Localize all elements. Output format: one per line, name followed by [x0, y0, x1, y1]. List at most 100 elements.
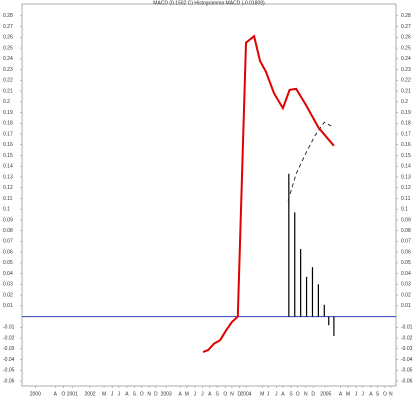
x-tick-label: J	[275, 391, 278, 397]
y-tick-label: 0.07	[3, 239, 13, 245]
x-tick-label: 2004	[240, 391, 251, 397]
y-tick-label: -0.06	[3, 378, 15, 384]
x-tick-label: A	[208, 391, 212, 397]
y-tick-label: 0.03	[401, 282, 411, 288]
y-tick-label: 0.04	[401, 271, 411, 277]
y-tick-label: 0.17	[3, 131, 13, 137]
y-tick-label: 0.26	[401, 35, 411, 41]
y-tick-label: 0.23	[401, 67, 411, 73]
y-tick-label: 0.1	[3, 207, 10, 213]
macd-line	[202, 34, 335, 354]
x-tick-label: J	[355, 391, 358, 397]
x-tick-label: D	[311, 391, 315, 397]
x-tick-label: N	[389, 391, 393, 397]
y-tick-label: 0.21	[3, 88, 13, 94]
x-tick-label: M	[346, 391, 350, 397]
x-tick-label: A	[369, 391, 373, 397]
y-tick-label: 0.15	[401, 153, 411, 159]
y-tick-label: 0.14	[401, 164, 411, 170]
x-tick-label: M	[102, 391, 106, 397]
x-tick-label: A	[125, 391, 129, 397]
y-tick-label: 0.07	[401, 239, 411, 245]
x-tick-label: S	[376, 391, 380, 397]
x-tick-label: A	[54, 391, 58, 397]
x-tick-label: A	[339, 391, 343, 397]
x-tick-label: J	[111, 391, 114, 397]
x-tick-label: 2000	[30, 391, 41, 397]
y-tick-label: 0.11	[401, 196, 411, 202]
chart-title: MACD (0.1502 C) Histogramma MACD (-0.018…	[153, 0, 265, 6]
y-tick-label: 0.16	[3, 142, 13, 148]
y-tick-label: 0.06	[401, 249, 411, 255]
y-tick-label: 0.16	[401, 142, 411, 148]
x-tick-label: J	[361, 391, 364, 397]
y-tick-label: 0.01	[401, 303, 411, 309]
y-tick-label: 0.03	[3, 282, 13, 288]
y-tick-label: 0.13	[3, 174, 13, 180]
y-tick-label: -0.06	[401, 378, 413, 384]
x-tick-label: M	[185, 391, 189, 397]
y-tick-label: 0.02	[3, 292, 13, 298]
y-tick-label: 0.23	[3, 67, 13, 73]
x-tick-label: O	[383, 391, 387, 397]
y-tick-label: 0.13	[401, 174, 411, 180]
x-tick-label: O	[140, 391, 144, 397]
y-tick-label: 0.05	[401, 260, 411, 266]
x-tick-label: A	[179, 391, 183, 397]
y-tick-label: 0.04	[3, 271, 13, 277]
x-tick-label: O	[223, 391, 227, 397]
y-tick-label: 0.24	[401, 56, 411, 62]
y-tick-label: -0.04	[401, 357, 413, 363]
y-tick-label: 0.08	[3, 228, 13, 234]
y-tick-label: 0.19	[401, 110, 411, 116]
y-tick-label: 0.19	[3, 110, 13, 116]
y-tick-label: -0.03	[401, 346, 413, 352]
y-tick-label: 0.28	[3, 13, 13, 19]
x-tick-label: D	[237, 391, 241, 397]
y-tick-label: 0.27	[3, 24, 13, 30]
y-tick-label: 0.22	[3, 78, 13, 84]
y-tick-label: 0.09	[401, 217, 411, 223]
x-tick-label: M	[260, 391, 264, 397]
y-tick-label: 0.2	[401, 99, 408, 105]
x-tick-label: S	[133, 391, 137, 397]
y-tick-label: 0.09	[3, 217, 13, 223]
x-tick-label: 2002	[84, 391, 95, 397]
y-tick-label: -0.05	[401, 368, 413, 374]
x-tick-label: D	[154, 391, 158, 397]
x-tick-label: S	[215, 391, 219, 397]
signal-line	[287, 121, 335, 201]
x-tick-label: 2003	[161, 391, 172, 397]
y-tick-label: 0.06	[3, 249, 13, 255]
y-tick-label: -0.01	[3, 325, 15, 331]
y-tick-label: 0.02	[401, 292, 411, 298]
y-tick-label: 0.26	[3, 35, 13, 41]
x-tick-label: A	[281, 391, 285, 397]
x-tick-label: N	[147, 391, 151, 397]
y-tick-label: -0.01	[401, 325, 413, 331]
y-tick-label: 0.12	[401, 185, 411, 191]
y-tick-label: 0.25	[401, 45, 411, 51]
x-tick-label: J	[194, 391, 197, 397]
x-tick-label: O	[296, 391, 300, 397]
y-tick-label: 0.27	[401, 24, 411, 30]
y-tick-label: 0.11	[3, 196, 13, 202]
y-tick-label: 0.01	[3, 303, 13, 309]
y-tick-label: 0.24	[3, 56, 13, 62]
y-tick-label: 0.08	[401, 228, 411, 234]
y-tick-label: -0.04	[3, 357, 15, 363]
y-tick-label: 0.28	[401, 13, 411, 19]
y-tick-label: 0.2	[3, 99, 10, 105]
y-tick-label: 0.05	[3, 260, 13, 266]
x-tick-label: J	[267, 391, 270, 397]
x-tick-label: S	[289, 391, 293, 397]
x-tick-label: 2001	[67, 391, 78, 397]
x-tick-label: J	[118, 391, 121, 397]
x-tick-label: N	[304, 391, 308, 397]
y-tick-label: 0.18	[3, 121, 13, 127]
y-tick-label: 0.15	[3, 153, 13, 159]
x-tick-label: 2005	[320, 391, 331, 397]
plot-frame	[21, 3, 397, 387]
